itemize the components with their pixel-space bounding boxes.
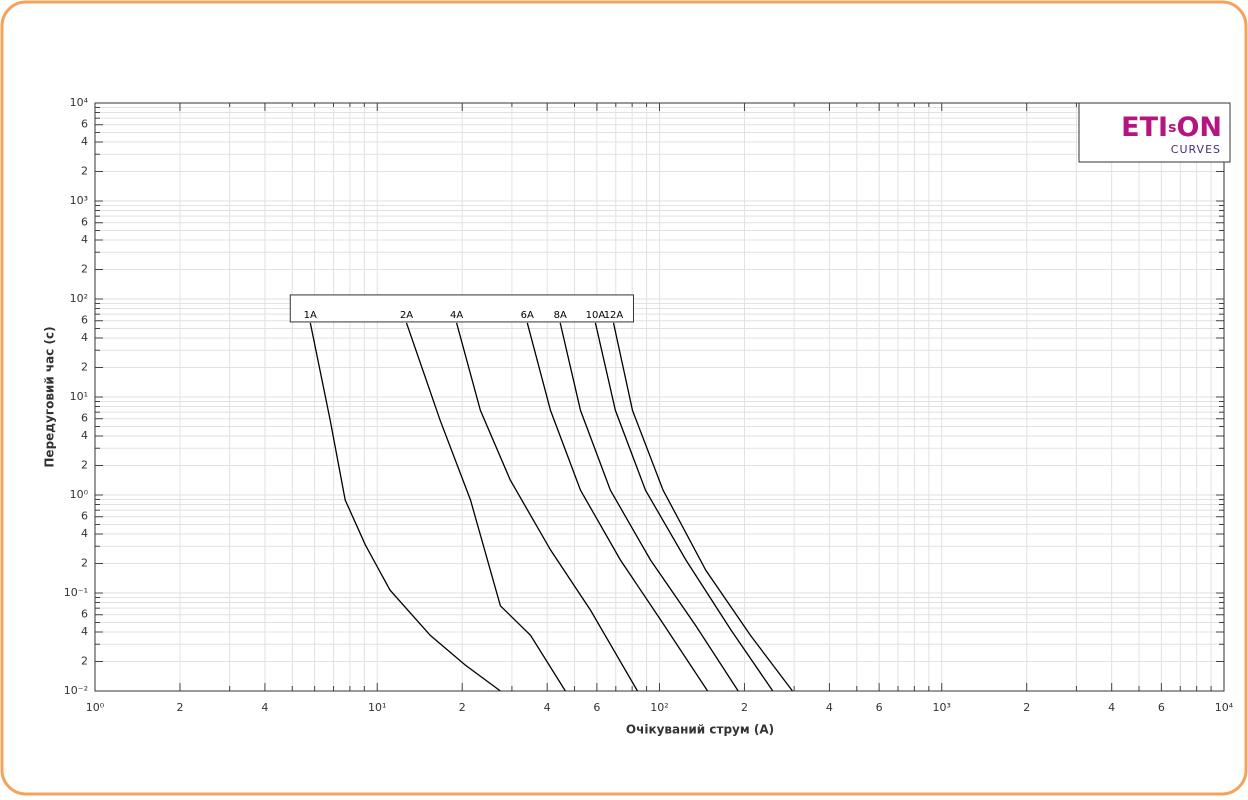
y-tick-label: 4 — [81, 625, 88, 638]
y-tick-label: 6 — [81, 510, 88, 523]
curve — [594, 322, 774, 692]
y-tick-label: 6 — [81, 412, 88, 425]
logo-part: ON — [1176, 112, 1222, 143]
x-tick-label: 2 — [176, 701, 183, 714]
x-tick-label: 6 — [1158, 701, 1165, 714]
y-tick-label: 4 — [81, 429, 88, 442]
plot-border — [94, 102, 1225, 692]
logo: ETIsON CURVES — [1078, 102, 1231, 163]
y-tick-label: 2 — [81, 654, 88, 667]
x-tick-label: 10⁴ — [1215, 701, 1234, 714]
logo-title: ETIsON — [1121, 112, 1222, 143]
logo-box — [1078, 102, 1231, 163]
y-tick-label: 6 — [81, 608, 88, 621]
series-label: 8A — [554, 310, 567, 321]
x-tick-label: 6 — [593, 701, 600, 714]
x-tick-label: 2 — [1023, 701, 1030, 714]
series-label: 1A — [304, 310, 317, 321]
x-tick-label: 4 — [1108, 701, 1115, 714]
x-tick-label: 4 — [261, 701, 268, 714]
y-tick-label: 10² — [70, 292, 88, 305]
x-tick-label: 10² — [650, 701, 668, 714]
plot: 10⁰ 2 4 10¹ 2 4 6 10² 2 4 6 10³ 2 4 6 10⁴ 10⁻² 2 4 6 10⁻¹ 2 4 6… — [64, 96, 1234, 714]
y-tick-label: 10³ — [70, 194, 88, 207]
x-tick-label: 10⁰ — [86, 701, 105, 714]
series-label: 2A — [400, 310, 413, 321]
series-label: 12A — [604, 310, 624, 321]
series-label: 4A — [450, 310, 463, 321]
y-tick-label: 6 — [81, 118, 88, 131]
series-label: 10A — [586, 310, 606, 321]
y-tick-label: 6 — [81, 314, 88, 327]
curve — [559, 322, 739, 692]
y-tick-label: 10⁻¹ — [64, 586, 88, 599]
x-tick-label: 4 — [544, 701, 551, 714]
x-tick-label: 6 — [876, 701, 883, 714]
x-axis-label: Очікуваний струм (А) — [626, 723, 774, 737]
y-tick-label: 10⁰ — [70, 488, 89, 501]
curve — [612, 322, 794, 692]
y-tick-label: 6 — [81, 216, 88, 229]
x-tick-label: 10¹ — [368, 701, 386, 714]
y-tick-label: 10¹ — [70, 390, 88, 403]
y-tick-label: 2 — [81, 556, 88, 569]
x-tick-label: 10³ — [933, 701, 951, 714]
curve — [526, 322, 709, 692]
y-tick-label: 4 — [81, 527, 88, 540]
curve — [309, 322, 501, 692]
label-box — [289, 294, 634, 323]
x-tick-label: 4 — [826, 701, 833, 714]
logo-part: s — [1168, 120, 1176, 136]
y-tick-label: 2 — [81, 164, 88, 177]
y-tick-label: 4 — [81, 233, 88, 246]
y-tick-label: 2 — [81, 262, 88, 275]
y-axis-label: Передуговий час (с) — [43, 326, 57, 467]
x-tick-label: 2 — [459, 701, 466, 714]
y-tick-label: 2 — [81, 458, 88, 471]
y-tick-label: 2 — [81, 360, 88, 373]
curve — [455, 322, 639, 692]
x-tick-label: 2 — [741, 701, 748, 714]
logo-subtitle: CURVES — [1171, 143, 1221, 156]
y-tick-label: 10⁻² — [64, 684, 88, 697]
logo-part: ETI — [1121, 112, 1168, 143]
y-tick-label: 10⁴ — [70, 96, 89, 109]
y-tick-label: 4 — [81, 135, 88, 148]
series-label: 6A — [521, 310, 534, 321]
curve — [405, 322, 566, 692]
y-tick-label: 4 — [81, 331, 88, 344]
